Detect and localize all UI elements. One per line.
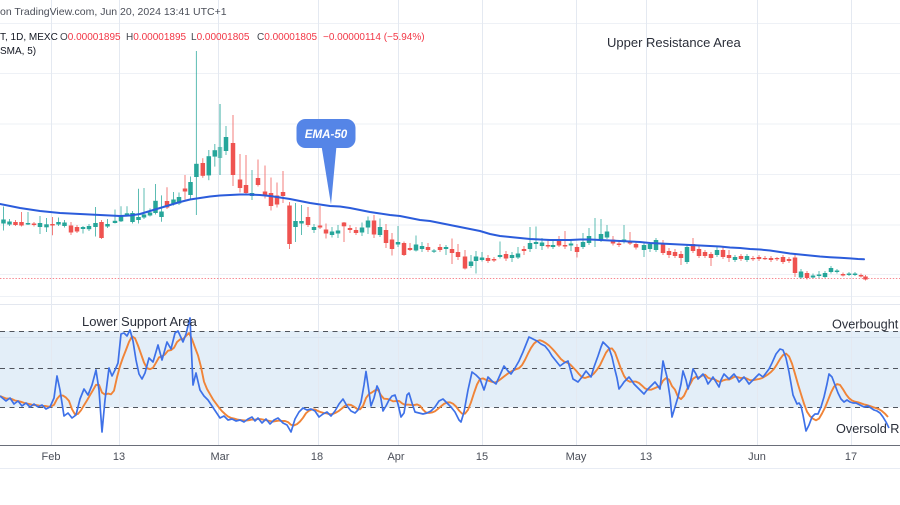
svg-text:EMA-50: EMA-50 — [305, 128, 348, 141]
svg-text:Overbought Re: Overbought Re — [832, 318, 900, 332]
svg-text:O0.00001895: O0.00001895 — [60, 32, 121, 43]
svg-text:Oversold Regi: Oversold Regi — [836, 422, 900, 436]
svg-text:H0.00001895: H0.00001895 — [126, 32, 187, 43]
svg-text:Apr: Apr — [387, 451, 404, 463]
svg-text:on TradingView.com, Jun 20, 20: on TradingView.com, Jun 20, 2024 13:41 U… — [0, 6, 227, 18]
svg-text:13: 13 — [113, 451, 125, 463]
svg-text:May: May — [566, 451, 587, 463]
svg-text:18: 18 — [311, 451, 323, 463]
svg-text:T, 1D, MEXC: T, 1D, MEXC — [0, 32, 58, 43]
svg-text:Feb: Feb — [42, 451, 61, 463]
svg-text:13: 13 — [640, 451, 652, 463]
svg-text:Jun: Jun — [748, 451, 766, 463]
svg-text:Upper Resistance Area: Upper Resistance Area — [607, 35, 741, 50]
svg-text:17: 17 — [845, 451, 857, 463]
svg-text:−0.00000114 (−5.94%): −0.00000114 (−5.94%) — [323, 32, 425, 43]
svg-text:C0.00001805: C0.00001805 — [257, 32, 318, 43]
svg-text:SMA, 5): SMA, 5) — [0, 46, 36, 57]
svg-text:15: 15 — [476, 451, 488, 463]
svg-text:L0.00001805: L0.00001805 — [191, 32, 250, 43]
svg-text:Lower Support Area: Lower Support Area — [82, 314, 198, 329]
svg-text:Mar: Mar — [211, 451, 230, 463]
